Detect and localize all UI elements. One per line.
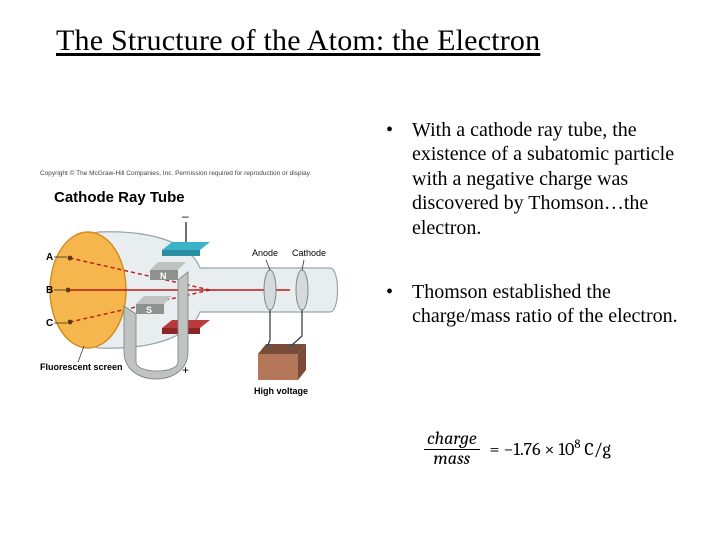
fraction-numerator: charge xyxy=(424,430,480,450)
bullet-marker: • xyxy=(384,118,412,240)
high-voltage-source xyxy=(258,344,306,380)
diagram-svg: A B C Anode Cathode High voltage – xyxy=(40,212,370,402)
label-fluorescent: Fluorescent screen xyxy=(40,362,123,372)
list-item: • With a cathode ray tube, the existence… xyxy=(384,118,704,240)
spot-b xyxy=(66,288,71,293)
diagram-title: Cathode Ray Tube xyxy=(54,189,370,206)
cathode-disc xyxy=(296,270,308,310)
page-title: The Structure of the Atom: the Electron xyxy=(56,24,540,58)
svg-text:N: N xyxy=(160,271,167,281)
plate-top: – xyxy=(162,212,210,256)
label-c: C xyxy=(46,318,53,329)
label-anode: Anode xyxy=(252,248,278,258)
bullet-marker: • xyxy=(384,280,412,329)
bullet-text: Thomson established the charge/mass rati… xyxy=(412,280,704,329)
diagram-copyright: Copyright © The McGraw-Hill Companies, I… xyxy=(40,170,370,177)
fraction: charge mass xyxy=(424,430,480,469)
bullet-text: With a cathode ray tube, the existence o… xyxy=(412,118,704,240)
equation-rhs: = −1.76 × 108 C/g xyxy=(490,438,611,460)
svg-text:–: – xyxy=(182,212,189,223)
bullet-list: • With a cathode ray tube, the existence… xyxy=(384,118,704,369)
fraction-denominator: mass xyxy=(424,450,480,469)
spot-c xyxy=(68,320,73,325)
cathode-ray-diagram: Copyright © The McGraw-Hill Companies, I… xyxy=(40,170,370,400)
charge-mass-equation: charge mass = −1.76 × 108 C/g xyxy=(424,430,704,469)
label-highvoltage: High voltage xyxy=(254,386,308,396)
label-cathode: Cathode xyxy=(292,248,326,258)
svg-text:S: S xyxy=(146,305,152,315)
spot-a xyxy=(68,256,73,261)
label-b: B xyxy=(46,285,53,296)
label-a: A xyxy=(46,252,53,263)
list-item: • Thomson established the charge/mass ra… xyxy=(384,280,704,329)
anode-disc xyxy=(264,270,276,310)
